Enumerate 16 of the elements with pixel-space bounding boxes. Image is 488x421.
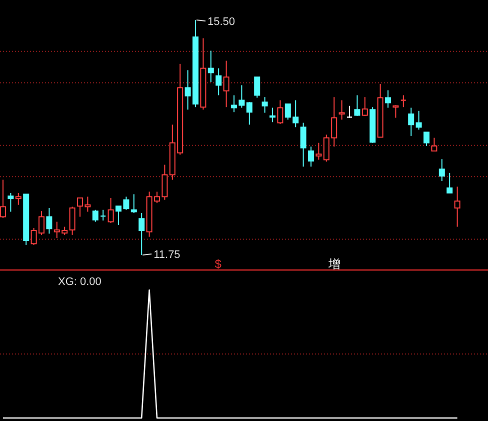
candlestick — [270, 107, 276, 123]
candlestick — [408, 107, 414, 136]
annotation: $ — [214, 257, 222, 271]
candlestick — [223, 60, 230, 108]
candlestick — [454, 186, 460, 228]
candlestick — [400, 94, 406, 108]
candlestick — [262, 96, 268, 114]
annotation: 11.75 — [154, 248, 180, 261]
candlestick — [385, 90, 391, 108]
chart-title: XG: 0.00 — [58, 276, 102, 288]
annotation: 15.50 — [208, 16, 236, 28]
candlestick — [46, 207, 52, 234]
candlestick — [438, 158, 445, 182]
annotation: 增 — [327, 257, 340, 271]
candlestick — [216, 68, 222, 96]
candlestick — [208, 50, 214, 83]
